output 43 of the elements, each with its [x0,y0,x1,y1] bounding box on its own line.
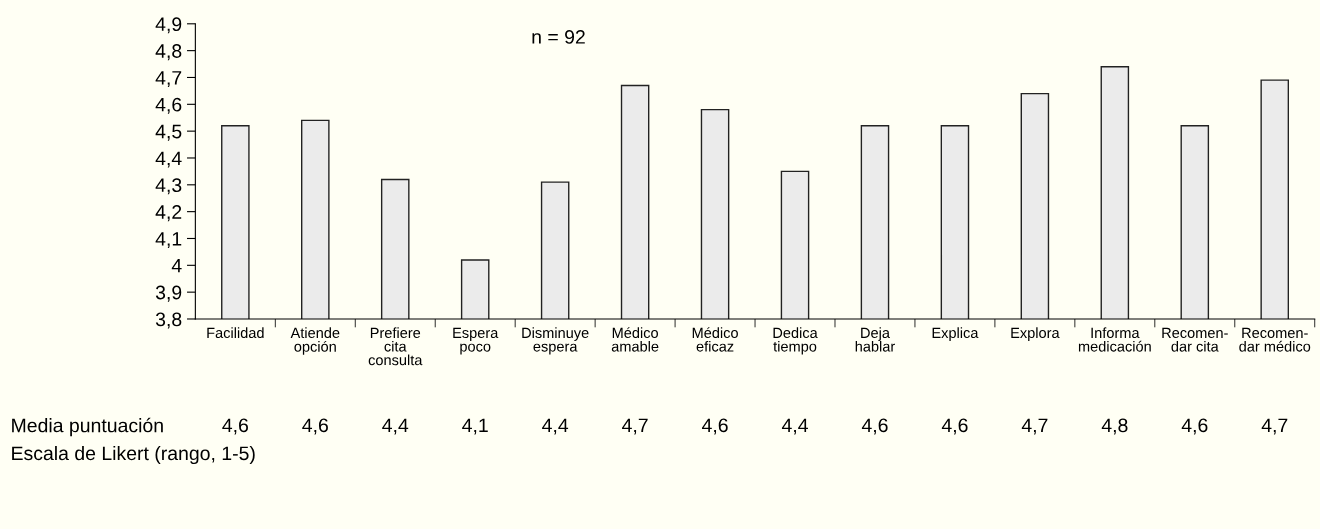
y-tick-label: 4,7 [155,71,182,88]
text: 4,6 [702,418,728,435]
text: 4,7 [1021,418,1048,435]
text: 4,6 [1181,418,1208,435]
text: 4,4 [781,418,808,435]
text: 4,8 [1101,418,1128,435]
x-tick-label: Deja hablar [855,327,895,352]
y-tick-label: 3,9 [155,285,182,302]
y-tick-label: 4,3 [155,178,182,195]
y-tick-label: 4,8 [155,44,182,61]
y-tick-label: 4,9 [155,17,182,34]
x-tick-label: Informa medicación [1078,327,1151,352]
text: 4,6 [222,418,248,435]
text: 4,7 [622,418,648,435]
y-tick-label: 4 [171,258,182,273]
x-tick-label: Recomen- dar médico [1239,327,1311,352]
x-tick-label: Espera poco [453,327,499,355]
text: Media puntuación [12,417,163,437]
x-tick-label: Médico amable [611,327,659,352]
y-tick-label: 4,6 [155,97,182,114]
x-tick-label: Explora [1011,327,1060,341]
y-tick-label: 3,8 [155,312,182,329]
text: 4,1 [462,418,488,435]
y-tick-label: 4,2 [155,205,182,222]
text: 4,6 [302,418,328,435]
text: 4,4 [382,418,409,435]
y-tick-label: 4,5 [155,124,182,141]
x-tick-label: Recomen- dar cita [1162,327,1228,352]
x-tick-label: Atiende opción [290,327,340,355]
x-tick-label: Explica [932,327,979,341]
text: Escala de Likert (rango, 1-5) [12,445,255,465]
text: 4,7 [1261,418,1288,435]
x-tick-label: Disminuye espera [522,327,589,355]
x-tick-label: Facilidad [207,327,264,339]
annotation: n = 92 [532,30,585,44]
text: 4,4 [542,418,569,435]
x-tick-label: Prefiere cita consulta [368,327,423,366]
y-tick-label: 4,4 [155,151,182,168]
y-tick-label: 4,1 [155,232,182,249]
x-tick-label: Médico eficaz [692,327,738,352]
text: 4,6 [941,418,968,435]
text: 4,6 [861,418,888,435]
x-tick-label: Dedica tiempo [773,327,818,355]
